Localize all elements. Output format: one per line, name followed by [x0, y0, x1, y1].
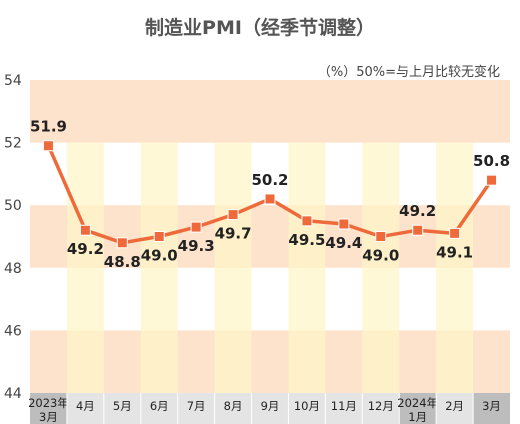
x-tick-label-9: 12月 [368, 399, 394, 413]
band-44 [30, 330, 510, 393]
chart-title: 制造业PMI（经季节调整） [145, 16, 375, 39]
background-bands [30, 80, 510, 393]
data-point-9 [375, 231, 387, 242]
data-points [42, 140, 498, 249]
x-category-box-1 [66, 393, 104, 424]
data-point-10 [412, 224, 424, 236]
data-label-11: 49.1 [436, 243, 473, 261]
column-highlight-9 [362, 142, 400, 393]
column-highlight-11 [436, 142, 474, 393]
x-category-box-7 [288, 393, 326, 424]
data-label-4: 49.3 [178, 237, 215, 255]
y-tick-label-54: 54 [4, 73, 22, 89]
data-label-6: 50.2 [251, 171, 288, 189]
x-tick-label-7: 10月 [294, 399, 320, 413]
x-tick-label-4: 7月 [187, 399, 206, 413]
x-category-box-6 [251, 393, 289, 424]
band-48 [30, 205, 510, 268]
y-tick-label-52: 52 [4, 136, 22, 152]
data-label-1: 49.2 [67, 240, 104, 258]
x-category-box-0 [30, 393, 67, 424]
x-category-box-12 [473, 393, 510, 424]
x-category-box-2 [103, 393, 141, 424]
y-tick-label-48: 48 [4, 261, 22, 277]
data-point-7 [301, 215, 313, 227]
x-tick-label-1: 4月 [76, 399, 95, 413]
data-point-3 [153, 231, 165, 242]
y-axis: 44 46 48 50 52 54 [4, 73, 22, 402]
x-category-box-8 [325, 393, 363, 424]
data-point-4 [190, 221, 202, 233]
x-tick-label-2: 5月 [113, 399, 132, 413]
data-label-8: 49.4 [325, 234, 362, 252]
data-point-12 [486, 174, 498, 186]
data-labels: 51.949.248.8 49.049.349.750.249.5 49.449.0… [30, 118, 510, 271]
data-label-10: 49.2 [399, 202, 436, 220]
x-category-box-3 [140, 393, 178, 424]
band-52 [30, 80, 510, 143]
x-category-box-9 [362, 393, 400, 424]
x-category-box-10 [399, 393, 437, 424]
column-highlights [66, 142, 474, 393]
x-tick-label-6: 9月 [261, 399, 280, 413]
x-category-box-5 [214, 393, 252, 424]
x-tick-label-8: 11月 [331, 399, 357, 413]
data-point-1 [79, 224, 91, 236]
x-tick-label-10-month: 1月 [408, 410, 427, 424]
data-label-9: 49.0 [362, 247, 399, 265]
x-tick-label-0-month: 3月 [39, 410, 58, 424]
x-category-box-11 [436, 393, 474, 424]
column-highlight-7 [288, 142, 326, 393]
x-tick-label-11: 2月 [445, 399, 464, 413]
data-label-2: 48.8 [104, 253, 141, 271]
data-point-5 [227, 209, 239, 221]
x-tick-label-10-year: 2024年 [397, 396, 438, 410]
column-highlight-5 [214, 142, 252, 393]
data-label-12: 50.8 [473, 152, 510, 170]
y-tick-label-46: 46 [4, 323, 22, 339]
x-tick-label-12: 3月 [482, 399, 501, 413]
y-tick-label-44: 44 [4, 386, 22, 402]
data-label-5: 49.7 [215, 225, 252, 243]
x-tick-label-3: 6月 [150, 399, 169, 413]
chart-note: （%）50%=与上月比较无变化 [318, 64, 500, 80]
x-tick-label-0-year: 2023年 [28, 396, 69, 410]
y-tick-label-50: 50 [4, 198, 22, 214]
data-point-2 [116, 237, 128, 249]
column-highlight-1 [66, 142, 104, 393]
data-point-0 [42, 140, 54, 152]
x-tick-label-5: 8月 [224, 399, 243, 413]
data-label-0: 51.9 [30, 118, 67, 136]
data-label-3: 49.0 [141, 247, 178, 265]
data-point-6 [264, 193, 276, 205]
data-point-11 [449, 227, 461, 239]
data-point-8 [338, 218, 350, 230]
column-highlight-3 [140, 142, 178, 393]
data-label-7: 49.5 [288, 231, 325, 249]
x-category-box-4 [177, 393, 215, 424]
